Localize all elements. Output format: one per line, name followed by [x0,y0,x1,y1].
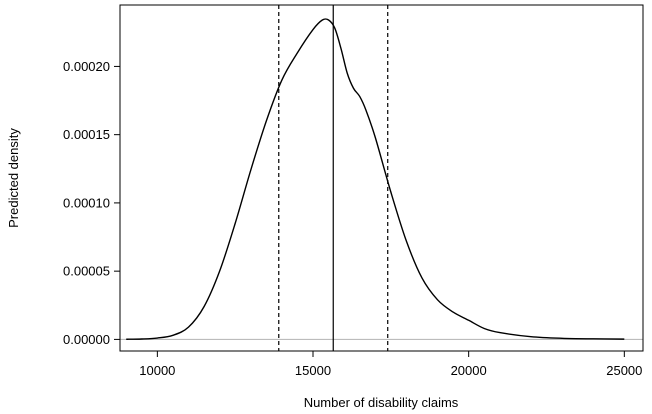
x-axis: 10000 15000 20000 25000 [139,351,642,378]
y-tick-label: 0.00000 [63,332,110,347]
x-axis-title: Number of disability claims [304,395,459,410]
x-tick-label: 25000 [606,363,642,378]
x-tick-label: 10000 [139,363,175,378]
y-axis-title: Predicted density [6,128,21,228]
y-tick-label: 0.00020 [63,59,110,74]
y-tick-label: 0.00005 [63,264,110,279]
plot-frame [119,4,644,352]
y-axis: 0.00000 0.00005 0.00010 0.00015 0.00020 [63,59,120,347]
x-tick-label: 20000 [451,363,487,378]
density-curve [126,18,625,340]
x-tick-label: 15000 [295,363,331,378]
y-tick-label: 0.00015 [63,127,110,142]
plot-area [120,5,643,351]
y-tick-label: 0.00010 [63,195,110,210]
